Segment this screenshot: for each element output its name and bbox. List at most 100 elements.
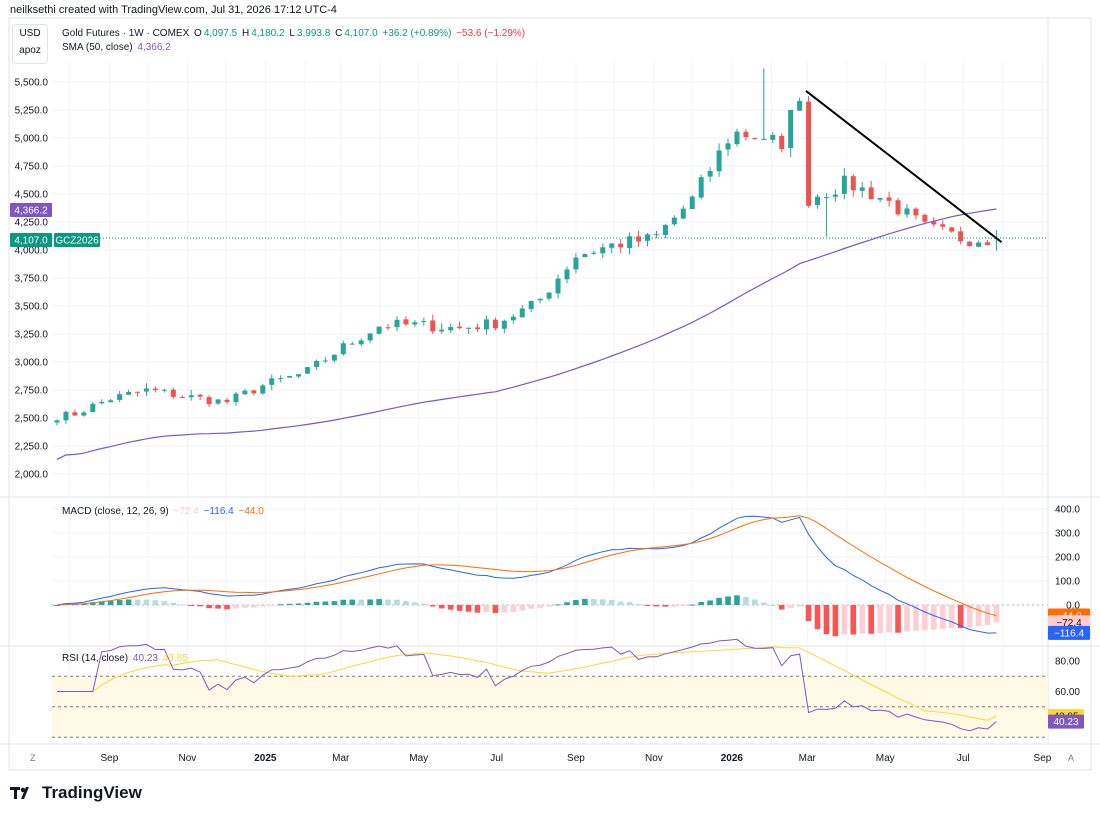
candle-body xyxy=(752,137,758,139)
candle-body xyxy=(430,320,436,332)
candle-body xyxy=(421,320,427,322)
candle-body xyxy=(260,385,266,394)
macd-histogram-bar xyxy=(358,599,365,605)
candle-body xyxy=(117,394,123,400)
macd-histogram-bar xyxy=(832,605,839,637)
candle-body xyxy=(537,298,543,301)
x-tick-label: Sep xyxy=(101,753,119,764)
candle-body xyxy=(349,343,355,345)
candle-body xyxy=(680,208,686,219)
currency-sub: apoz xyxy=(19,45,41,56)
macd-histogram-bar xyxy=(716,597,722,605)
badges: 4,366.24,107.0GCZ2026−44.0−72.4−116.443.… xyxy=(10,203,1090,729)
candle-body xyxy=(376,326,382,334)
y-tick-label: 2,500.0 xyxy=(15,414,49,425)
candle-body xyxy=(716,150,722,172)
y-tick-label: 2,250.0 xyxy=(15,442,49,453)
macd-histogram-bar xyxy=(877,605,883,634)
macd-histogram-bar xyxy=(957,605,964,629)
candle-body xyxy=(823,197,829,199)
macd-histogram-bar xyxy=(761,602,767,605)
macd-histogram-bar xyxy=(107,600,114,605)
macd-histogram-bar xyxy=(814,605,821,630)
macd-histogram-bar xyxy=(143,599,150,605)
pane-separators xyxy=(0,17,1100,771)
macd-histogram-bar xyxy=(671,605,678,607)
x-tick-label: Nov xyxy=(178,753,196,764)
candle-body xyxy=(322,360,328,362)
x-tick-label: Mar xyxy=(799,753,817,764)
currency-code: USD xyxy=(19,28,41,39)
y-tick-label: 5,500.0 xyxy=(15,78,49,89)
candle-body xyxy=(555,278,561,294)
change-value: +36.2 (+0.89%) xyxy=(382,28,452,39)
candle-body xyxy=(797,101,803,111)
macd-histogram-bar xyxy=(993,605,1000,623)
rsi-ma-value: 43.85 xyxy=(162,653,188,664)
candle-body xyxy=(510,316,516,321)
candle-body xyxy=(331,354,337,361)
macd-histogram-bar xyxy=(116,599,123,605)
sma-legend[interactable]: SMA (50, close) 4,366.2 xyxy=(62,42,173,53)
macd-histogram-bar xyxy=(573,600,579,605)
close-value: 4,107.0 xyxy=(344,28,378,39)
currency-box[interactable]: USD apoz xyxy=(12,24,48,64)
macd-legend[interactable]: MACD (close, 12, 26, 9) −72.4 −116.4 −44… xyxy=(62,506,266,517)
macd-histogram-bar xyxy=(421,603,427,605)
corner-left[interactable]: Z xyxy=(30,753,36,763)
candle-body xyxy=(976,242,982,247)
macd-histogram-bar xyxy=(295,603,302,605)
candle-body xyxy=(108,400,114,403)
macd-histogram-bar xyxy=(322,601,329,605)
macd-histogram-bar xyxy=(179,604,186,606)
macd-histogram-bar xyxy=(268,605,275,606)
x-tick-label: Sep xyxy=(567,753,585,764)
macd-line xyxy=(56,515,997,634)
macd-histogram-bar xyxy=(975,605,982,627)
macd-hist-value: −72.4 xyxy=(173,506,199,517)
brand-name: TradingView xyxy=(42,783,142,802)
x-tick-label: Jul xyxy=(490,753,503,764)
main-legend[interactable]: Gold Futures · 1W · COMEX O 4,097.5 H 4,18… xyxy=(62,28,527,39)
macd-histogram-bar xyxy=(948,605,955,628)
candle-body xyxy=(707,170,713,177)
candle-body xyxy=(143,388,149,392)
change2-value: −53.6 (−1.29%) xyxy=(456,28,526,39)
macd-histogram-bar xyxy=(922,605,928,631)
candle-body xyxy=(671,217,677,225)
x-tick-label: May xyxy=(409,753,428,764)
macd-histogram-bar xyxy=(412,602,418,605)
candle-body xyxy=(170,389,176,397)
candle-body xyxy=(135,391,141,393)
corner-right[interactable]: A xyxy=(1068,753,1075,763)
candle-body xyxy=(287,376,293,378)
macd-histogram-bar xyxy=(707,600,713,605)
candle-body xyxy=(72,412,78,416)
macd-histogram-bar xyxy=(206,605,212,609)
y-tick-label: 3,250.0 xyxy=(15,330,49,341)
rsi-ma-line xyxy=(57,646,997,721)
macd-histogram-bar xyxy=(698,601,704,605)
macd-histogram-bar xyxy=(465,605,472,612)
rsi-legend[interactable]: RSI (14, close) 40.23 43.85 xyxy=(62,653,190,664)
candle-body xyxy=(152,388,158,390)
candle-body xyxy=(618,243,624,248)
y-tick-label: 2,000.0 xyxy=(15,470,49,481)
candle-body xyxy=(653,234,659,236)
y-tick-label: 3,500.0 xyxy=(15,302,49,313)
macd-histogram-bar xyxy=(913,605,919,631)
macd-histogram-bar xyxy=(197,605,203,607)
candle-body xyxy=(475,327,481,330)
rsi-label: RSI (14, close) xyxy=(62,653,129,664)
macd-histogram-bar xyxy=(81,603,87,605)
low-label: L xyxy=(289,28,295,39)
candle-body xyxy=(886,197,892,201)
candle-body xyxy=(63,411,69,421)
symbol-name: Gold Futures · 1W · COMEX xyxy=(62,28,190,39)
macd-histogram-bar xyxy=(966,605,973,628)
macd-histogram-bar xyxy=(752,599,758,605)
y-tick-label: 3,750.0 xyxy=(15,274,49,285)
candle-body xyxy=(698,177,704,198)
candle-body xyxy=(403,319,409,325)
